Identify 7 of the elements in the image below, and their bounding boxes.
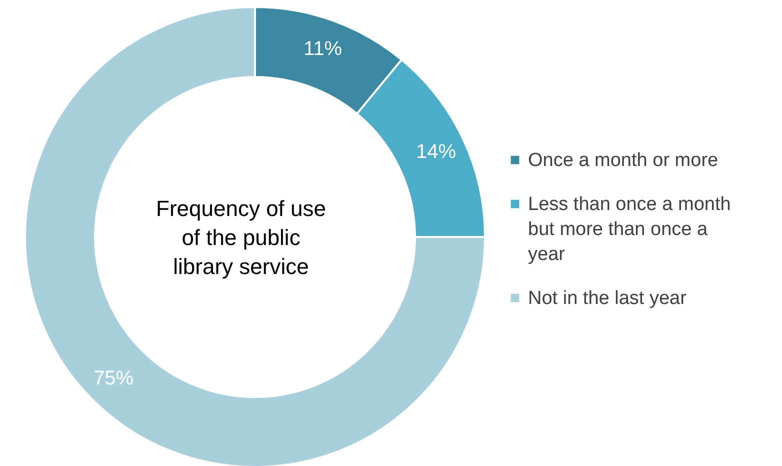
- legend-label: Less than once a month but more than once a year: [528, 194, 731, 265]
- data-label: 11%: [303, 38, 342, 60]
- text: Frequency of use of the public library service: [156, 196, 326, 279]
- data-label: 75%: [94, 367, 134, 390]
- data-label: 14%: [416, 140, 456, 163]
- legend-label: Not in the last year: [528, 288, 688, 309]
- legend-label: Once a month or more: [528, 150, 718, 171]
